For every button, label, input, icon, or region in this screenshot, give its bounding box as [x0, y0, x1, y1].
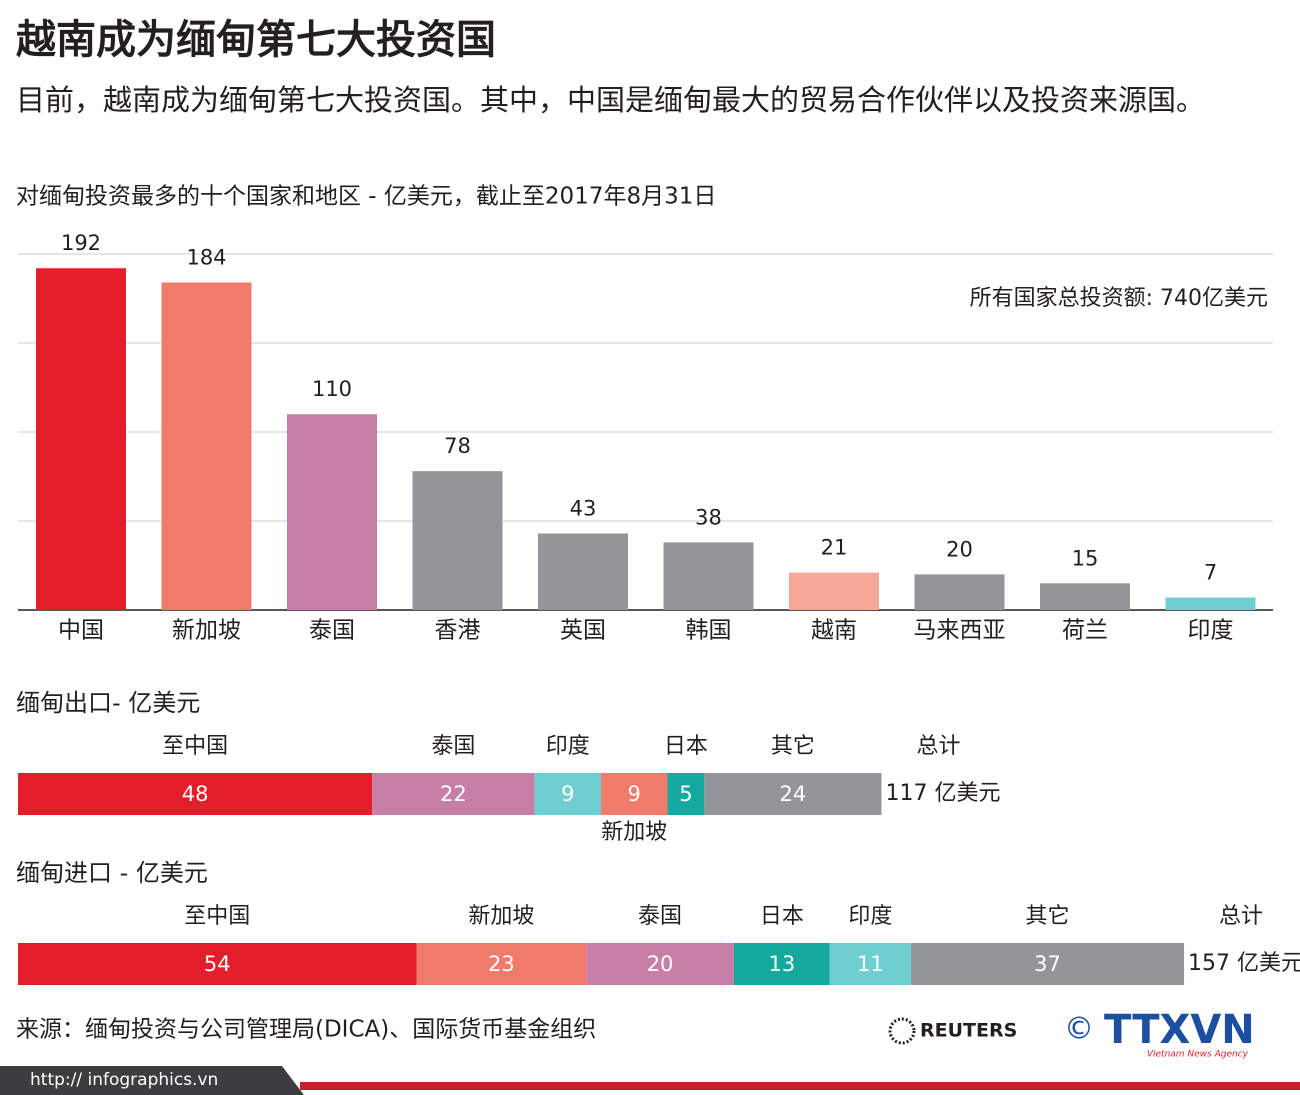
reuters-logo: REUTERS	[920, 1020, 1017, 1042]
segment-label: 54	[204, 952, 231, 976]
segment-label: 5	[679, 782, 692, 806]
segment	[372, 773, 535, 815]
segment	[601, 773, 668, 815]
segment	[416, 943, 587, 985]
x-tick-label: 荷兰	[1062, 618, 1108, 644]
category-label: 泰国	[431, 734, 475, 759]
category-label: 至中国	[184, 904, 250, 929]
copyright: ©	[1064, 1012, 1094, 1047]
segment	[733, 943, 830, 985]
segment	[910, 943, 1185, 985]
category-label: 泰国	[638, 904, 682, 929]
segment-label: 37	[1034, 952, 1061, 976]
category-label: 其它	[771, 734, 815, 759]
segment	[667, 773, 705, 815]
section-title: 缅甸出口- 亿美元	[16, 689, 200, 717]
category-label: 新加坡	[468, 904, 534, 929]
value-label: 15	[1072, 546, 1099, 570]
segment-label: 48	[182, 782, 209, 806]
footer-band	[300, 1082, 1300, 1090]
x-tick-label: 新加坡	[172, 618, 241, 644]
segment-label: 22	[440, 782, 467, 806]
x-tick-label: 中国	[58, 618, 104, 644]
footer-tab	[0, 1066, 304, 1095]
value-label: 20	[946, 537, 973, 561]
total-title: 总计	[1219, 904, 1263, 929]
segment-label: 11	[857, 952, 884, 976]
segment-label: 9	[628, 782, 641, 806]
section-title: 缅甸进口 - 亿美元	[16, 859, 208, 887]
value-label: 43	[570, 496, 597, 520]
category-label: 日本	[760, 904, 804, 929]
value-label: 78	[444, 434, 471, 458]
category-label: 印度	[848, 904, 892, 929]
value-label: 7	[1204, 561, 1217, 585]
segment	[829, 943, 911, 985]
x-tick-label: 越南	[811, 618, 857, 644]
x-tick-label: 英国	[560, 618, 606, 644]
segment-label: 13	[768, 952, 795, 976]
source: 来源：缅甸投资与公司管理局(DICA)、国际货币基金组织	[16, 1017, 596, 1043]
total-label: 157 亿美元	[1188, 951, 1300, 976]
bar	[161, 282, 252, 610]
segment-label: 9	[561, 782, 574, 806]
value-label: 192	[61, 231, 101, 255]
category-label: 印度	[546, 734, 590, 759]
segment-label: 23	[488, 952, 515, 976]
value-label: 38	[695, 505, 722, 529]
bar	[789, 572, 879, 610]
bar	[1165, 597, 1256, 610]
annotation: 所有国家总投资额: 740亿美元	[970, 286, 1268, 311]
x-tick-label: 印度	[1188, 618, 1234, 644]
value-label: 21	[821, 536, 848, 560]
x-tick-label: 香港	[435, 618, 481, 644]
ttxvn-subtitle: Vietnam News Agency	[1147, 1050, 1249, 1060]
reuters-icon	[888, 1017, 916, 1045]
bar	[412, 471, 503, 610]
category-label: 新加坡	[601, 820, 667, 845]
x-tick-label: 韩国	[686, 618, 732, 644]
bar	[287, 414, 377, 610]
category-label: 其它	[1026, 904, 1070, 929]
subtitle: 目前，越南成为缅甸第七大投资国。其中，中国是缅甸最大的贸易合作伙伴以及投资来源国…	[16, 83, 1205, 117]
segment-label: 20	[647, 952, 674, 976]
value-label: 184	[186, 245, 226, 269]
category-label: 日本	[664, 734, 708, 759]
footer-url: http:// infographics.vn	[30, 1070, 218, 1090]
segment	[18, 773, 373, 815]
x-tick-label: 马来西亚	[914, 618, 1006, 644]
bar	[1040, 583, 1130, 610]
x-tick-label: 泰国	[309, 618, 355, 644]
chart-title: 对缅甸投资最多的十个国家和地区 - 亿美元，截止至2017年8月31日	[16, 184, 716, 210]
bar	[36, 268, 126, 610]
bar	[914, 574, 1005, 610]
title: 越南成为缅甸第七大投资国	[16, 17, 496, 63]
total-label: 117 亿美元	[885, 781, 1000, 806]
segment	[704, 773, 882, 815]
ttxvn-logo: TTXVN	[1104, 1007, 1255, 1053]
segment-label: 24	[780, 782, 807, 806]
bar	[663, 542, 754, 610]
value-label: 110	[312, 377, 352, 401]
total-title: 总计	[916, 734, 960, 759]
segment	[18, 943, 417, 985]
bar	[538, 533, 628, 610]
category-label: 至中国	[162, 734, 228, 759]
segment	[586, 943, 734, 985]
segment	[534, 773, 602, 815]
